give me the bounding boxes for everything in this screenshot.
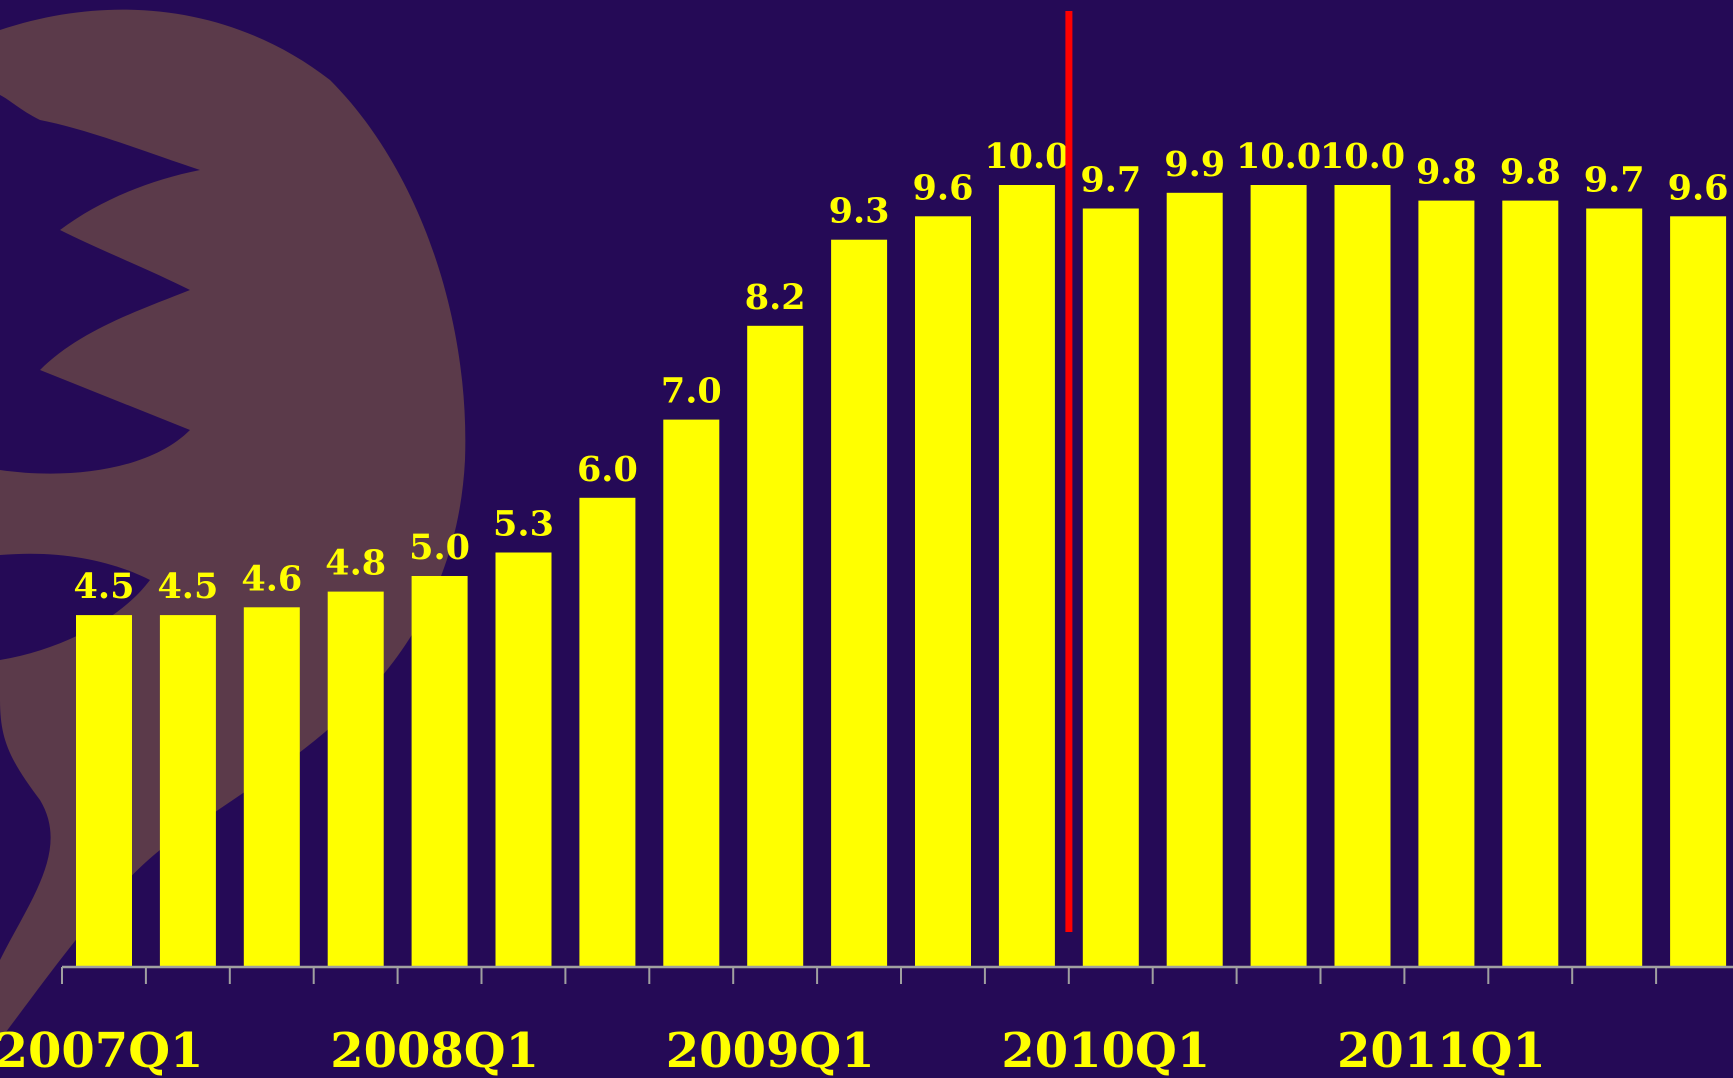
- value-label-2009Q4: 10.0: [984, 136, 1069, 177]
- value-label-2009Q3: 9.6: [913, 167, 974, 208]
- x-tick-label-2011Q1: 2011Q1: [1337, 1023, 1546, 1078]
- value-label-2009Q2: 9.3: [829, 191, 890, 232]
- value-label-2007Q3: 4.6: [241, 558, 302, 599]
- bar-2009Q2: [831, 239, 888, 967]
- bar-2008Q3: [579, 497, 636, 967]
- value-label-2010Q2: 9.9: [1164, 144, 1225, 185]
- value-label-2010Q4: 10.0: [1320, 136, 1405, 177]
- value-label-2008Q3: 6.0: [577, 449, 638, 490]
- x-tick-label-2008Q1: 2008Q1: [330, 1023, 539, 1078]
- value-label-2008Q2: 5.3: [493, 504, 554, 545]
- value-label-2011Q3: 9.7: [1584, 160, 1645, 201]
- value-label-2008Q4: 7.0: [661, 371, 722, 412]
- bar-2011Q3: [1586, 208, 1643, 967]
- value-label-2008Q1: 5.0: [409, 527, 470, 568]
- bar-2010Q3: [1250, 185, 1307, 967]
- emblem-leaf-shape: [0, 9, 466, 1040]
- bar-2011Q2: [1502, 200, 1559, 968]
- bar-2010Q1: [1082, 208, 1139, 967]
- bar-2008Q1: [411, 576, 468, 967]
- bar-2009Q3: [915, 216, 971, 968]
- bar-2007Q3: [243, 607, 300, 967]
- bar-2007Q2: [159, 615, 216, 967]
- value-label-2011Q4: 9.6: [1668, 167, 1729, 208]
- period-divider-line: [1065, 11, 1073, 932]
- bar-2007Q4: [327, 591, 384, 967]
- bar-2009Q4: [998, 185, 1055, 967]
- value-label-2011Q2: 9.8: [1500, 152, 1561, 193]
- bar-2009Q1: [747, 325, 804, 967]
- bar-2010Q4: [1334, 185, 1391, 967]
- bar-2011Q1: [1418, 200, 1475, 968]
- value-label-2010Q1: 9.7: [1080, 160, 1141, 201]
- value-label-2007Q4: 4.8: [325, 543, 386, 584]
- x-tick-label-2009Q1: 2009Q1: [666, 1023, 875, 1078]
- x-tick-label-2010Q1: 2010Q1: [1001, 1023, 1210, 1078]
- background-emblem: [0, 9, 466, 1040]
- value-label-2007Q2: 4.5: [157, 566, 218, 607]
- bar-2007Q1: [76, 615, 132, 967]
- x-tick-label-2007Q1: 2007Q1: [0, 1023, 203, 1078]
- value-label-2007Q1: 4.5: [74, 566, 135, 607]
- bar-2008Q4: [663, 419, 720, 968]
- bar-2008Q2: [495, 552, 552, 967]
- value-label-2009Q1: 8.2: [745, 277, 806, 318]
- value-label-2011Q1: 9.8: [1416, 152, 1477, 193]
- value-label-2010Q3: 10.0: [1236, 136, 1321, 177]
- bar-2011Q4: [1670, 216, 1727, 968]
- bar-2010Q2: [1166, 192, 1223, 968]
